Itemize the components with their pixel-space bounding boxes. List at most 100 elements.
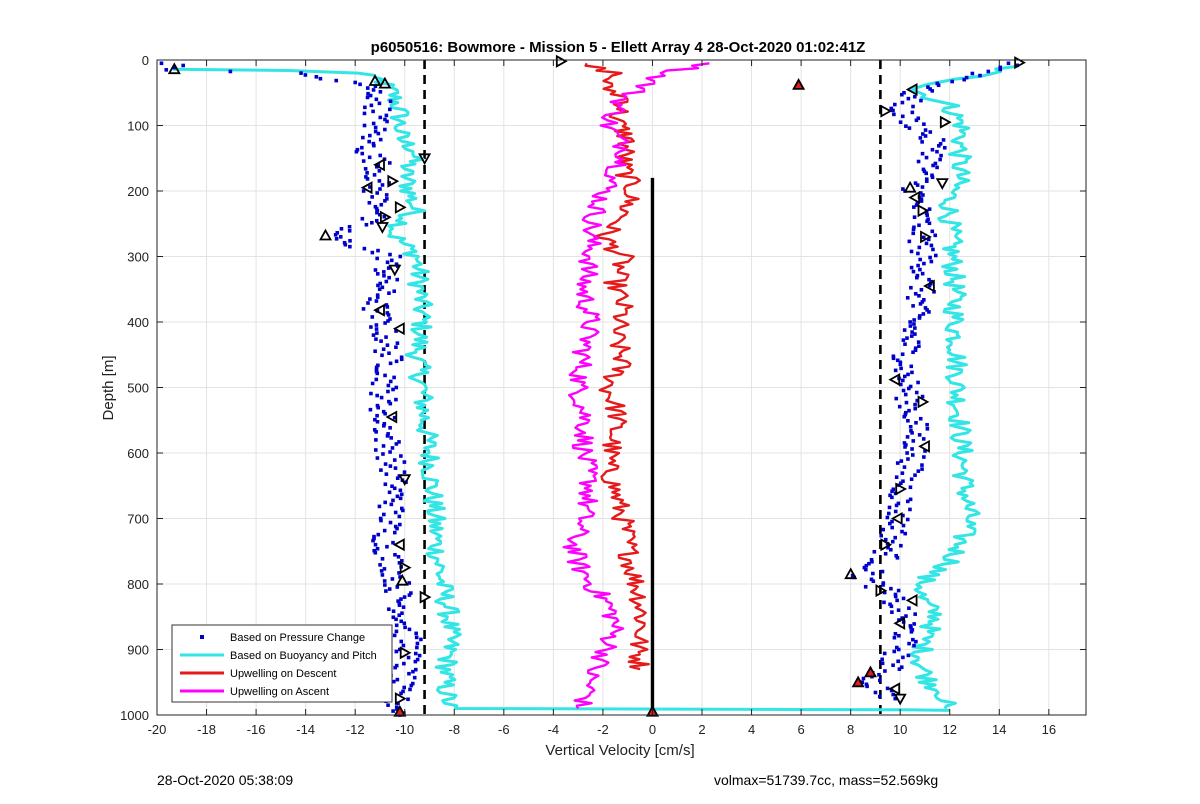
- pressure-point: [908, 425, 913, 429]
- x-tick-label: 6: [797, 722, 804, 737]
- pressure-point: [850, 573, 855, 578]
- turn-marker: [888, 373, 901, 387]
- pressure-point: [375, 371, 380, 376]
- pressure-point: [393, 524, 398, 529]
- pressure-point: [938, 142, 943, 146]
- pressure-point: [375, 208, 380, 213]
- pressure-point: [393, 552, 397, 557]
- pressure-point: [374, 206, 379, 211]
- pressure-point: [377, 504, 382, 509]
- turn-marker: [399, 646, 412, 660]
- pressure-point: [939, 153, 943, 158]
- pressure-point: [391, 615, 396, 620]
- y-tick-label: 200: [127, 184, 149, 199]
- pressure-point: [908, 624, 913, 628]
- pressure-point: [371, 109, 375, 114]
- turn-marker: [888, 682, 901, 696]
- series-layer: [159, 61, 1020, 717]
- pressure-point: [368, 93, 373, 98]
- pressure-point: [371, 121, 376, 126]
- pressure-point: [408, 687, 412, 692]
- turn-marker: [360, 181, 373, 195]
- pressure-point: [918, 267, 922, 272]
- pressure-point: [900, 114, 905, 119]
- pressure-point: [917, 344, 921, 348]
- pressure-point: [392, 415, 397, 420]
- pressure-point: [920, 151, 925, 156]
- pressure-point: [399, 492, 404, 497]
- turn-marker: [394, 200, 407, 214]
- pressure-point: [916, 116, 921, 121]
- pressure-point: [920, 271, 925, 276]
- x-tick-label: -8: [448, 722, 460, 737]
- pressure-point: [901, 388, 906, 393]
- pressure-point: [920, 463, 924, 467]
- turn-marker: [905, 82, 918, 97]
- pressure-point: [387, 351, 391, 356]
- pressure-point: [387, 490, 392, 495]
- pressure-point: [367, 139, 371, 144]
- pressure-point: [924, 171, 929, 176]
- pressure-point: [933, 233, 938, 238]
- pressure-point: [384, 193, 389, 197]
- pressure-point: [950, 79, 954, 84]
- pressure-point: [407, 627, 412, 632]
- pressure-point: [882, 651, 887, 656]
- x-tick-label: 4: [748, 722, 755, 737]
- pressure-point: [385, 305, 390, 309]
- pressure-point: [390, 484, 394, 489]
- pressure-point: [335, 231, 340, 235]
- pressure-point: [399, 355, 404, 360]
- pressure-point: [392, 375, 396, 380]
- turn-marker: [392, 538, 405, 552]
- pressure-point: [395, 341, 400, 345]
- turn-marker: [863, 665, 878, 678]
- y-tick-label: 700: [127, 512, 149, 527]
- pressure-point: [372, 536, 376, 541]
- y-tick-label: 800: [127, 577, 149, 592]
- pressure-point: [397, 613, 402, 618]
- turn-marker: [394, 692, 407, 706]
- pressure-point: [923, 134, 928, 138]
- turn-marker: [393, 704, 407, 717]
- pressure-point: [384, 335, 388, 339]
- pressure-point: [400, 611, 404, 616]
- pressure-point: [930, 173, 934, 178]
- pressure-point: [407, 581, 412, 585]
- pressure-point: [915, 183, 920, 187]
- pressure-point: [929, 243, 934, 248]
- pressure-point: [904, 443, 908, 447]
- pressure-point: [902, 328, 907, 332]
- pressure-point: [920, 394, 925, 399]
- pressure-point: [397, 603, 402, 607]
- pressure-point: [905, 517, 910, 522]
- pressure-point: [386, 266, 391, 270]
- x-tick-label: -2: [597, 722, 609, 737]
- pressure-point: [912, 318, 916, 322]
- pressure-point: [417, 653, 422, 658]
- pressure-point: [387, 587, 392, 591]
- pressure-point: [379, 202, 384, 207]
- pressure-point: [935, 81, 940, 86]
- pressure-point: [908, 320, 912, 324]
- pressure-point: [1015, 63, 1020, 68]
- pressure-point: [374, 365, 379, 370]
- pressure-point: [343, 242, 348, 247]
- pressure-point: [892, 635, 897, 640]
- pressure-point: [402, 460, 407, 464]
- pressure-point: [926, 85, 930, 89]
- pressure-point: [370, 381, 375, 386]
- pressure-point: [394, 623, 399, 628]
- pressure-point: [912, 225, 916, 230]
- pressure-point: [391, 540, 395, 545]
- pressure-point: [379, 569, 384, 573]
- pressure-point: [862, 565, 867, 570]
- pressure-point: [368, 133, 372, 138]
- pressure-point: [386, 319, 390, 323]
- pressure-point: [904, 124, 908, 128]
- pressure-point: [910, 447, 914, 451]
- pressure-point: [894, 396, 899, 401]
- pressure-point: [369, 325, 373, 329]
- pressure-point: [391, 387, 395, 392]
- pressure-point: [375, 210, 379, 215]
